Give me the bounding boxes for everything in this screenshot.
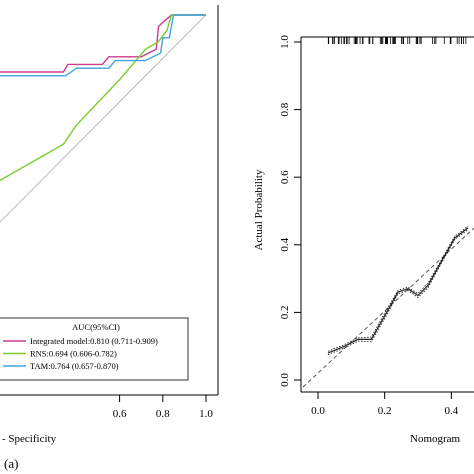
roc-x-tick-label: 0.8 xyxy=(156,408,170,420)
roc-x-ticks: 0.6 0.8 1.0 xyxy=(113,395,213,420)
roc-series-line-1 xyxy=(0,14,206,182)
cal-x-tick-label: 0.4 xyxy=(444,405,458,417)
legend-entry: TAM:0.764 (0.657-0.870) xyxy=(30,361,119,371)
cal-x-axis-label: Nomogram xyxy=(410,433,461,445)
roc-x-tick-label: 0.6 xyxy=(113,408,127,420)
roc-series-line-2 xyxy=(0,14,206,77)
legend-box xyxy=(0,317,189,381)
legend-title: AUC(95%CI) xyxy=(72,322,120,332)
legend-entry: Integrated model:0.810 (0.711-0.909) xyxy=(30,336,158,346)
cal-series-line-1 xyxy=(327,229,469,356)
cal-series-line-0 xyxy=(327,227,469,354)
roc-x-tick-label: 1.0 xyxy=(199,408,213,420)
legend-items: Integrated model:0.810 (0.711-0.909) RNS:… xyxy=(3,336,158,371)
cal-y-tick-label: 0.4 xyxy=(279,237,291,251)
panel-label: (a) xyxy=(4,456,18,471)
cal-y-tick-label: 0.8 xyxy=(279,102,291,116)
cal-y-tick-label: 1.0 xyxy=(279,35,291,49)
roc-reference-line xyxy=(0,14,207,223)
cal-reference-line xyxy=(302,227,474,388)
cal-x-ticks: 0.0 0.2 0.4 xyxy=(311,392,459,417)
calibration-panel: 0.0 0.2 0.4 0.6 0.8 1.0 0.0 0.2 0.4 Actual Prob… xyxy=(253,35,474,445)
legend-entry: RNS:0.694 (0.606-0.782) xyxy=(30,349,117,359)
roc-series-line-0 xyxy=(0,14,206,73)
cal-x-tick-label: 0.0 xyxy=(311,405,325,417)
cal-y-tick-label: 0.6 xyxy=(279,170,291,184)
cal-y-tick-label: 0.2 xyxy=(279,306,291,320)
cal-series-group xyxy=(327,225,469,356)
cal-series-line-2 xyxy=(327,225,469,352)
roc-series-group xyxy=(0,14,206,182)
roc-legend: AUC(95%CI) Integrated model:0.810 (0.711… xyxy=(0,317,189,381)
roc-panel: 0.6 0.8 1.0 - Specificity AUC(95%CI) Integ… xyxy=(0,5,219,445)
cal-y-tick-label: 0.0 xyxy=(279,373,291,387)
roc-x-axis-label: - Specificity xyxy=(2,433,57,445)
cal-x-tick-label: 0.2 xyxy=(378,405,392,417)
cal-y-axis-label: Actual Probability xyxy=(253,169,265,250)
cal-rug xyxy=(327,37,467,44)
cal-y-ticks: 0.0 0.2 0.4 0.6 0.8 1.0 xyxy=(279,35,301,387)
